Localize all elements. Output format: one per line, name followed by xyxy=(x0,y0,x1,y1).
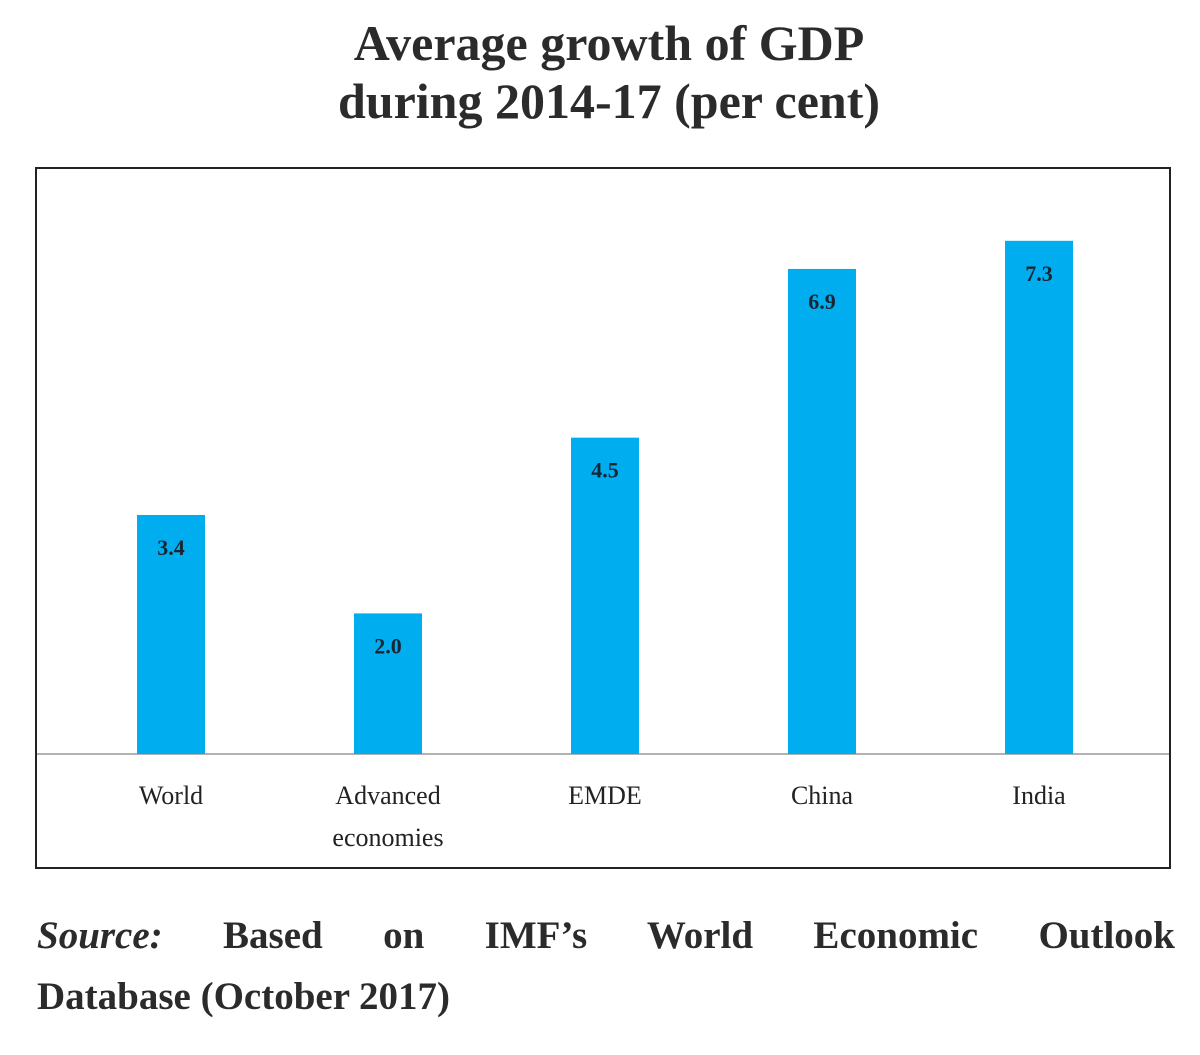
bar-china xyxy=(788,268,856,754)
chart-title-line-1: Average growth of GDP xyxy=(353,15,865,71)
bar-emde xyxy=(571,437,639,754)
bar-world xyxy=(137,514,205,754)
chart-title-line-2: during 2014-17 (per cent) xyxy=(337,73,881,129)
chart-frame: 3.4 World 2.0 Advanced economies 4.5 EMDE 6.9 Ch… xyxy=(35,167,1171,869)
x-tick-label: Advanced xyxy=(335,781,440,810)
bar-india xyxy=(1005,240,1073,754)
x-tick-label: EMDE xyxy=(568,781,642,810)
source-text-line-1: Based on IMF’s World Economic Outlook xyxy=(223,914,1175,957)
x-tick-label: China xyxy=(791,781,854,810)
chart-title: Average growth of GDP during 2014-17 (pe… xyxy=(0,14,1200,130)
x-tick-label: India xyxy=(1012,781,1066,810)
x-tick-label: World xyxy=(139,781,203,810)
data-label: 6.9 xyxy=(808,289,836,314)
source-text-line-2: Database (October 2017) xyxy=(37,975,451,1018)
data-label: 7.3 xyxy=(1025,261,1053,286)
bar-chart: 3.4 World 2.0 Advanced economies 4.5 EMDE 6.9 Ch… xyxy=(37,240,1169,852)
source-label: Source: xyxy=(37,914,163,957)
bar-advanced-economies xyxy=(354,613,422,754)
x-tick-label: economies xyxy=(332,823,443,852)
data-label: 4.5 xyxy=(591,458,619,483)
source-note: Source: Based on IMF’s World Economic Ou… xyxy=(37,905,1175,1027)
data-label: 2.0 xyxy=(374,633,402,658)
data-label: 3.4 xyxy=(157,535,185,560)
